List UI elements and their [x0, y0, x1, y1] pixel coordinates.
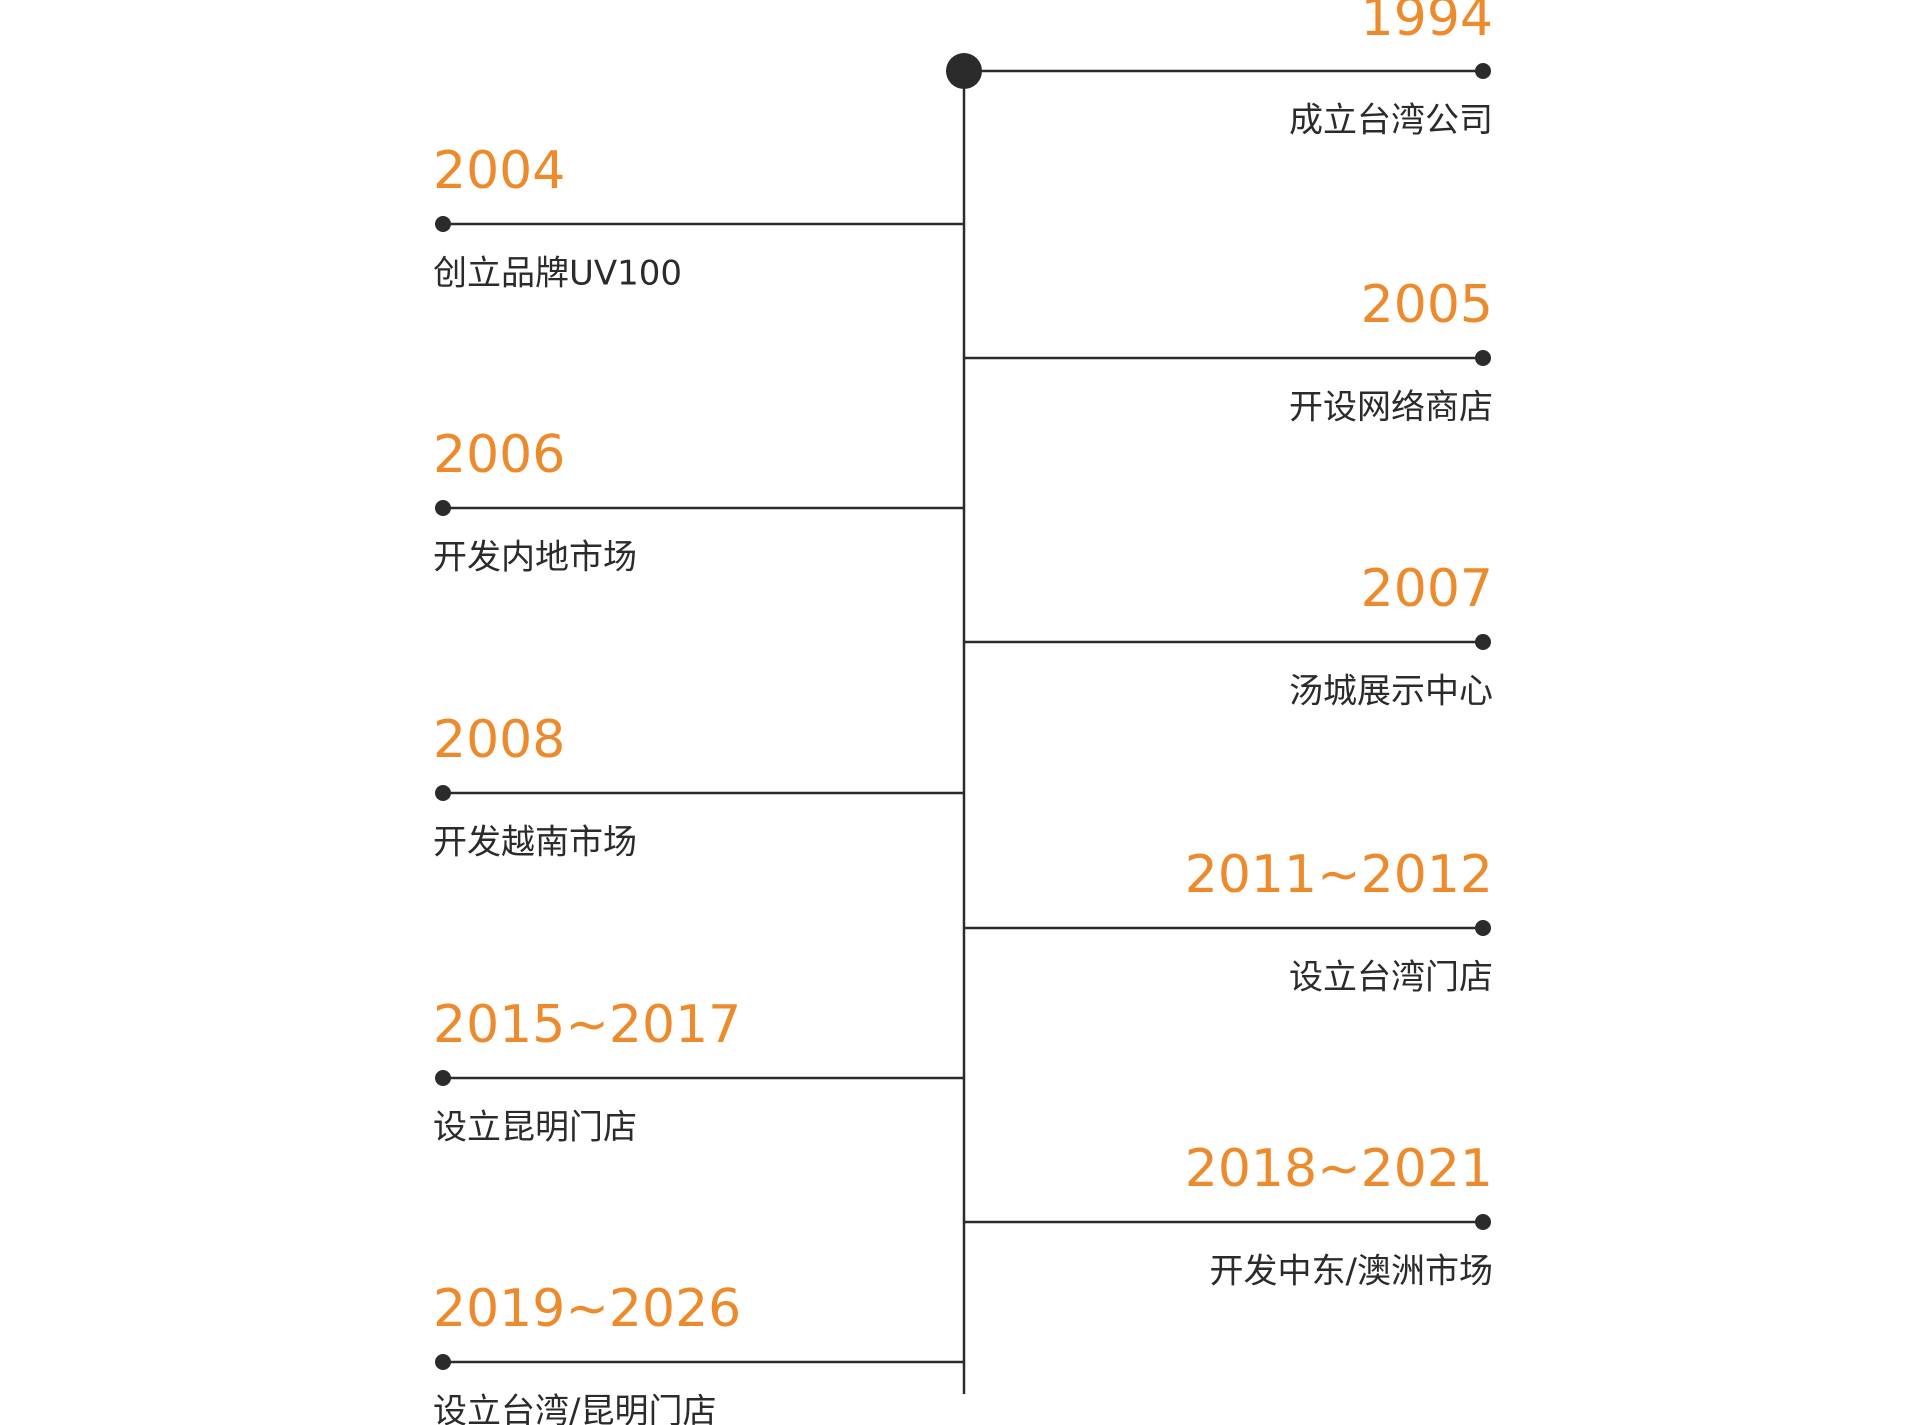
branch-dot — [435, 785, 451, 801]
branch-dot — [1475, 634, 1491, 650]
branch-dot — [1475, 1214, 1491, 1230]
event-label: 创立品牌UV100 — [433, 254, 682, 294]
branch-dot — [1475, 350, 1491, 366]
year: 2007 — [1361, 559, 1493, 619]
year: 2018~2021 — [1185, 1139, 1493, 1199]
year: 2004 — [433, 141, 565, 201]
event-label: 开设网络商店 — [1289, 388, 1493, 428]
event-label: 设立台湾/昆明门店 — [433, 1392, 716, 1425]
year: 2011~2012 — [1185, 845, 1493, 905]
branch-dot — [435, 500, 451, 516]
event-label: 开发越南市场 — [433, 823, 637, 863]
year: 2006 — [433, 425, 565, 485]
event-label: 开发内地市场 — [433, 538, 637, 578]
year: 2015~2017 — [433, 995, 741, 1055]
branch-dot — [435, 1354, 451, 1370]
event-label: 成立台湾公司 — [1289, 101, 1493, 141]
year: 2005 — [1361, 275, 1493, 335]
branch-dot — [435, 1070, 451, 1086]
event-label: 开发中东/澳洲市场 — [1210, 1252, 1493, 1292]
branch-dot — [1475, 63, 1491, 79]
year: 2008 — [433, 710, 565, 770]
year: 1994 — [1361, 0, 1493, 48]
year: 2019~2026 — [433, 1279, 741, 1339]
event-label: 设立昆明门店 — [433, 1108, 637, 1148]
event-label: 汤城展示中心 — [1289, 672, 1493, 712]
event-label: 设立台湾门店 — [1289, 958, 1493, 998]
branch-dot — [435, 216, 451, 232]
branch-dot — [1475, 920, 1491, 936]
